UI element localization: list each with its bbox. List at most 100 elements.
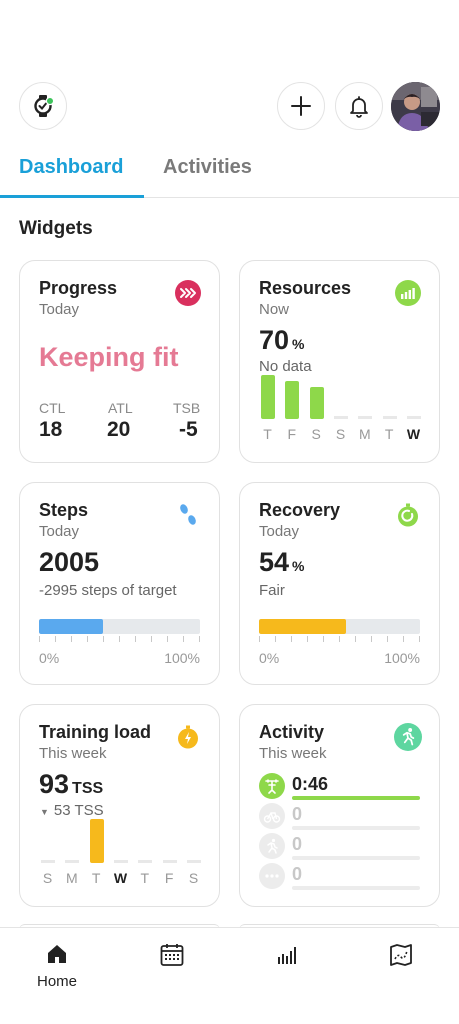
recovery-note: Fair bbox=[259, 582, 285, 599]
recovery-progress-track bbox=[259, 619, 420, 634]
recovery-unit: % bbox=[292, 558, 305, 574]
bottom-navigation: Home bbox=[0, 927, 459, 1024]
nav-calendar[interactable] bbox=[132, 942, 212, 973]
bar-chart-icon bbox=[278, 947, 296, 964]
resources-day-label: S bbox=[335, 426, 346, 442]
battery-bars-icon bbox=[395, 280, 421, 306]
training-day-label: T bbox=[91, 870, 101, 886]
resources-note: No data bbox=[259, 358, 312, 375]
top-bar bbox=[19, 82, 440, 131]
strength-bar bbox=[292, 796, 420, 800]
progress-widget[interactable]: Progress Today Keeping fit CTL 18 ATL 20… bbox=[19, 260, 220, 463]
tab-bar: Dashboard Activities bbox=[0, 152, 459, 198]
recovery-subtitle: Today bbox=[259, 523, 300, 540]
more-icon bbox=[259, 863, 285, 889]
tab-dashboard[interactable]: Dashboard bbox=[19, 156, 124, 178]
nav-statistics[interactable] bbox=[247, 942, 327, 973]
resources-subtitle: Now bbox=[259, 301, 290, 318]
other-bar bbox=[292, 886, 420, 890]
resources-day-label: S bbox=[311, 426, 321, 442]
recovery-ticks bbox=[259, 636, 420, 642]
atl-value: 20 bbox=[107, 418, 131, 441]
add-button[interactable] bbox=[277, 82, 325, 130]
nav-home[interactable]: Home bbox=[17, 942, 97, 990]
steps-min-label: 0% bbox=[39, 650, 60, 666]
activity-widget[interactable]: Activity This week 0:46 0 0 0 bbox=[239, 704, 440, 907]
watch-icon bbox=[34, 95, 55, 117]
recovery-value: 54% bbox=[259, 547, 305, 578]
section-title: Widgets bbox=[19, 218, 93, 239]
resources-bar-empty bbox=[358, 416, 373, 419]
activity-title: Activity bbox=[259, 722, 325, 742]
training-day-label: W bbox=[113, 870, 128, 886]
resources-bar-empty bbox=[334, 416, 348, 419]
resources-bar bbox=[261, 375, 275, 419]
training-day-5: F bbox=[161, 800, 178, 886]
nav-home-label: Home bbox=[36, 973, 77, 990]
running-duration: 0 bbox=[292, 834, 303, 854]
notifications-button[interactable] bbox=[335, 82, 383, 130]
training-day-4: T bbox=[136, 800, 153, 886]
training-bar-empty bbox=[187, 860, 201, 863]
fast-forward-icon bbox=[175, 280, 201, 306]
cycling-duration: 0 bbox=[292, 804, 303, 824]
resources-day-1: F bbox=[283, 356, 300, 442]
nav-map[interactable] bbox=[361, 942, 441, 973]
resources-day-6: W bbox=[405, 356, 422, 442]
steps-ticks bbox=[39, 636, 200, 642]
strength-duration: 0:46 bbox=[292, 774, 329, 794]
recovery-title: Recovery bbox=[259, 500, 341, 520]
lightning-stopwatch-icon bbox=[178, 725, 198, 749]
recovery-progress-fill bbox=[259, 619, 346, 634]
progress-title: Progress bbox=[39, 278, 118, 298]
activity-row-strength: 0:46 bbox=[259, 773, 420, 800]
resources-value: 70% bbox=[259, 325, 305, 356]
steps-note: -2995 steps of target bbox=[39, 582, 177, 599]
resources-bar bbox=[309, 387, 324, 419]
training-bar-empty bbox=[138, 860, 153, 863]
training-day-1: M bbox=[63, 800, 80, 886]
training-note: ▼ 53 TSS bbox=[40, 802, 104, 819]
training-day-0: S bbox=[39, 800, 56, 886]
resources-day-label: F bbox=[287, 426, 297, 442]
next-widget-edge bbox=[239, 924, 440, 930]
bell-icon bbox=[350, 96, 368, 118]
recovery-max-label: 100% bbox=[384, 650, 420, 666]
resources-day-label: W bbox=[406, 426, 421, 442]
resources-day-3: S bbox=[332, 356, 349, 442]
active-tab-indicator bbox=[0, 195, 144, 198]
training-day-label: F bbox=[164, 870, 174, 886]
training-day-6: S bbox=[185, 800, 202, 886]
ctl-label: CTL bbox=[39, 400, 66, 416]
tab-activities[interactable]: Activities bbox=[163, 156, 252, 178]
tsb-label: TSB bbox=[173, 400, 201, 416]
training-value: 93 TSS bbox=[39, 769, 103, 800]
resources-day-5: T bbox=[381, 356, 398, 442]
training-bar bbox=[89, 819, 104, 863]
training-bar-empty bbox=[114, 860, 128, 863]
avatar[interactable] bbox=[391, 82, 440, 131]
resources-day-label: M bbox=[358, 426, 371, 442]
next-widget-edge bbox=[19, 924, 220, 930]
resources-bar-empty bbox=[407, 416, 421, 419]
resources-day-label: T bbox=[384, 426, 394, 442]
training-day-3: W bbox=[112, 800, 129, 886]
training-subtitle: This week bbox=[39, 745, 107, 762]
steps-widget[interactable]: Steps Today 2005 -2995 steps of target 0… bbox=[19, 482, 220, 685]
watch-status-button[interactable] bbox=[19, 82, 67, 130]
footsteps-icon bbox=[180, 504, 196, 525]
training-bar-empty bbox=[162, 860, 177, 863]
tsb-value: -5 bbox=[179, 418, 198, 441]
running-person-icon bbox=[394, 723, 422, 751]
resources-day-label: T bbox=[263, 426, 272, 442]
training-day-label: T bbox=[140, 870, 150, 886]
resources-bar bbox=[285, 381, 300, 419]
ctl-value: 18 bbox=[39, 418, 63, 441]
running-icon bbox=[259, 833, 285, 859]
activity-subtitle: This week bbox=[259, 745, 327, 762]
recovery-widget[interactable]: Recovery Today 54% Fair 0% 100% bbox=[239, 482, 440, 685]
fitness-status: Keeping fit bbox=[39, 342, 179, 372]
recovery-min-label: 0% bbox=[259, 650, 280, 666]
